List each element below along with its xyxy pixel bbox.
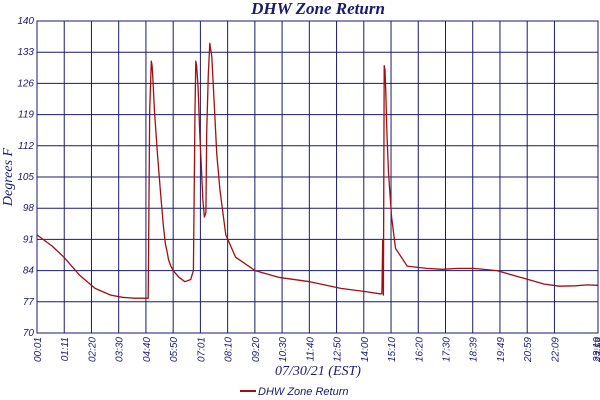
x-tick-label: 19:49 (496, 337, 507, 362)
x-tick-label: 09:20 (251, 337, 262, 362)
x-tick-label: 07:01 (196, 337, 207, 362)
y-tick-label: 133 (17, 47, 34, 58)
grid (36, 20, 598, 334)
y-tick-label: 77 (23, 297, 35, 308)
x-tick-label: 00:01 (33, 337, 44, 362)
x-tick-label: 23:19 (592, 337, 600, 363)
x-tick-labels: 00:01 01:11 02:20 03:30 04:40 05:50 07:01 08:10… (33, 337, 600, 363)
x-tick-label: 14:00 (360, 337, 371, 362)
x-tick-label: 08:10 (224, 337, 235, 362)
y-tick-label: 105 (17, 172, 34, 183)
legend-label: DHW Zone Return (258, 386, 348, 398)
plot-frame (36, 20, 599, 334)
y-tick-label: 84 (23, 266, 35, 277)
x-tick-label: 05:50 (169, 337, 180, 362)
x-tick-label: 20:59 (523, 337, 534, 363)
x-tick-label: 15:10 (387, 337, 398, 362)
x-tick-label: 04:40 (142, 337, 153, 362)
x-tick-label: 17:30 (441, 337, 452, 362)
x-tick-label: 16:20 (414, 337, 425, 362)
x-tick-label: 01:11 (60, 337, 71, 361)
x-tick-label: 03:30 (115, 337, 126, 362)
y-tick-label: 91 (23, 234, 34, 245)
y-tick-label: 70 (23, 328, 35, 339)
legend: DHW Zone Return (240, 386, 348, 398)
x-tick-label: 23:59 (594, 337, 600, 363)
y-tick-label: 126 (17, 78, 34, 89)
x-axis-title: 07/30/21 (EST) (275, 364, 361, 379)
x-tick-label: 02:20 (87, 337, 98, 362)
x-tick-label: 22:09 (550, 337, 561, 363)
x-tick-label: 10:30 (278, 337, 289, 362)
x-tick-label: 18:39 (469, 337, 480, 362)
y-tick-label: 98 (23, 203, 35, 214)
x-tick-label: 12:50 (333, 337, 344, 362)
series-line (36, 42, 599, 299)
chart-title: DHW Zone Return (250, 0, 385, 18)
y-tick-label: 119 (18, 110, 34, 121)
y-tick-labels: 70 77 84 91 98 105 112 119 126 133 140 (17, 16, 34, 339)
series-lines (36, 42, 599, 299)
y-tick-label: 140 (17, 16, 34, 27)
y-axis-title: Degrees F (1, 147, 16, 207)
y-tick-label: 112 (18, 141, 34, 152)
x-tick-label: 11:40 (305, 337, 316, 362)
